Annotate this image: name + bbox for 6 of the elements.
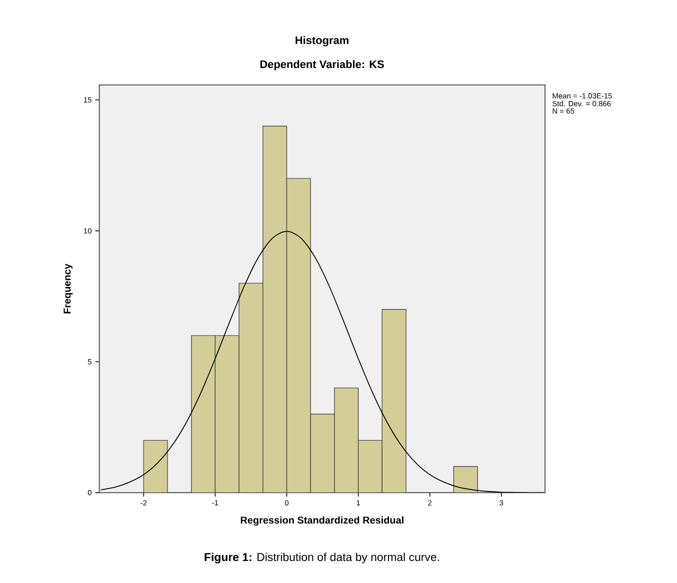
text: Figure 1: Distribution of data by normal curve. xyxy=(204,552,439,564)
chart-subtitle: Dependent Variable: KS xyxy=(260,60,384,70)
chart-title: Histogram xyxy=(296,36,348,46)
line-series xyxy=(100,230,545,493)
y-axis-title: Frequency xyxy=(64,264,73,314)
x-axis-title: Regression Standardized Residual xyxy=(240,516,404,526)
